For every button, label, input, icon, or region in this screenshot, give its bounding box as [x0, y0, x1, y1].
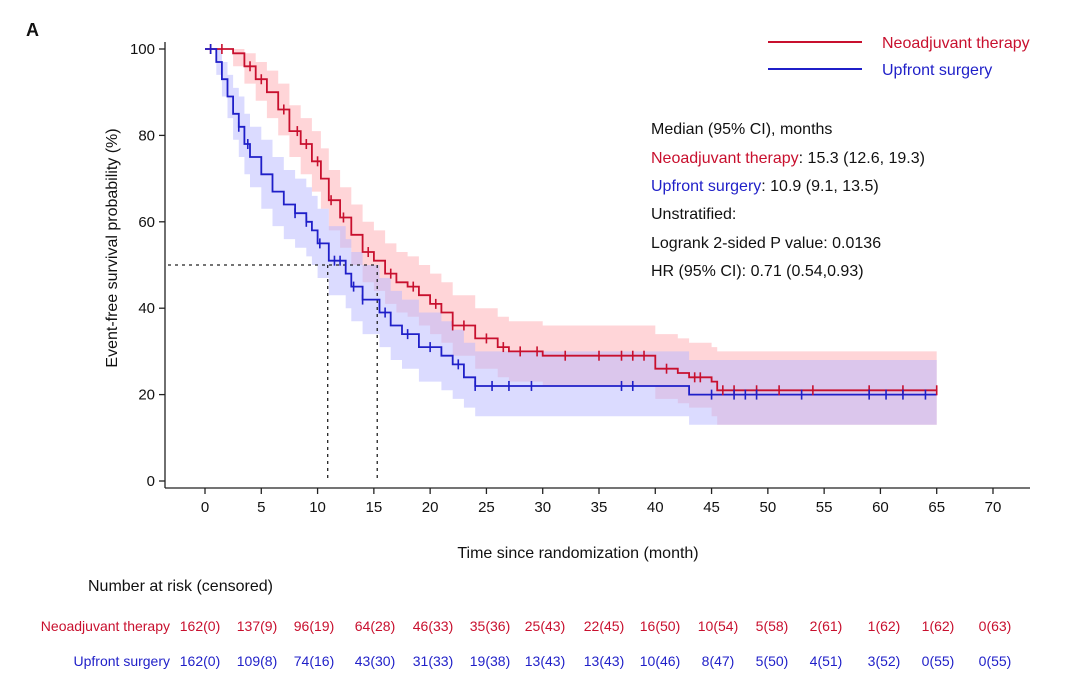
- x-tick-label: 30: [534, 499, 551, 516]
- annotation-header: Median (95% CI), months: [651, 121, 832, 138]
- risk-cell-neoadjuvant: 35(36): [470, 618, 510, 634]
- risk-cell-neoadjuvant: 1(62): [868, 618, 901, 634]
- legend-label-upfront: Upfront surgery: [882, 62, 992, 79]
- risk-cell-upfront: 109(8): [237, 653, 277, 669]
- x-tick-label: 65: [928, 499, 945, 516]
- x-tick-label: 10: [309, 499, 326, 516]
- risk-cell-upfront: 4(51): [810, 653, 843, 669]
- y-tick-label: 60: [138, 214, 155, 231]
- risk-row-label-neoadjuvant: Neoadjuvant therapy: [41, 618, 170, 634]
- risk-cell-upfront: 13(43): [584, 653, 624, 669]
- y-tick-label: 20: [138, 387, 155, 404]
- x-tick-label: 50: [760, 499, 777, 516]
- legend-label-neoadjuvant: Neoadjuvant therapy: [882, 35, 1030, 52]
- y-tick-label: 100: [130, 41, 155, 58]
- risk-cell-neoadjuvant: 16(50): [640, 618, 680, 634]
- risk-cell-upfront: 162(0): [180, 653, 220, 669]
- risk-cell-neoadjuvant: 5(58): [756, 618, 789, 634]
- annotation-neoadjuvant: Neoadjuvant therapy: 15.3 (12.6, 19.3): [651, 150, 925, 167]
- risk-cell-neoadjuvant: 1(62): [922, 618, 955, 634]
- median-guide-lines: [168, 264, 378, 481]
- y-tick-label: 40: [138, 300, 155, 317]
- annotation-up-name: Upfront surgery: [651, 178, 761, 195]
- risk-cell-neoadjuvant: 22(45): [584, 618, 624, 634]
- risk-table: Neoadjuvant therapy 162(0) 137(9) 96(19) 64(…: [41, 618, 1012, 669]
- censor-marks: [209, 44, 938, 400]
- risk-cell-neoadjuvant: 10(54): [698, 618, 738, 634]
- confidence-bands: [205, 49, 937, 425]
- x-tick-label: 15: [366, 499, 383, 516]
- median-annotation: Median (95% CI), months Neoadjuvant ther…: [651, 121, 925, 280]
- x-axis-label: Time since randomization (month): [457, 545, 698, 562]
- risk-cell-neoadjuvant: 162(0): [180, 618, 220, 634]
- risk-row-label-upfront: Upfront surgery: [74, 653, 170, 669]
- panel-label: A: [26, 20, 39, 40]
- x-tick-label: 5: [257, 499, 265, 516]
- confidence-band-upfront: [205, 49, 937, 425]
- risk-cell-upfront: 31(33): [413, 653, 453, 669]
- survival-curve-upfront: [205, 48, 937, 396]
- axes: 0 20 40 60 80 100 0 5 10 15 20 25 30 35 40 45 50 55 60 65 70: [130, 41, 1030, 516]
- x-tick-label: 60: [872, 499, 889, 516]
- annotation-neo-name: Neoadjuvant therapy: [651, 150, 799, 167]
- y-tick-label: 0: [147, 473, 155, 490]
- legend: Neoadjuvant therapy Upfront surgery: [768, 35, 1030, 79]
- risk-cell-upfront: 0(55): [922, 653, 955, 669]
- y-tick-label: 80: [138, 127, 155, 144]
- annotation-neo-value: : 15.3 (12.6, 19.3): [799, 150, 925, 167]
- risk-table-title: Number at risk (censored): [88, 578, 273, 595]
- risk-cell-upfront: 0(55): [979, 653, 1012, 669]
- annotation-hr: HR (95% CI): 0.71 (0.54,0.93): [651, 263, 864, 280]
- risk-cell-upfront: 8(47): [702, 653, 735, 669]
- x-tick-label: 20: [422, 499, 439, 516]
- annotation-unstratified: Unstratified:: [651, 206, 736, 223]
- risk-cell-upfront: 74(16): [294, 653, 334, 669]
- risk-cell-upfront: 43(30): [355, 653, 395, 669]
- risk-cell-upfront: 13(43): [525, 653, 565, 669]
- x-tick-label: 40: [647, 499, 664, 516]
- annotation-pvalue: Logrank 2-sided P value: 0.0136: [651, 235, 881, 252]
- risk-cell-upfront: 10(46): [640, 653, 680, 669]
- annotation-up-value: : 10.9 (9.1, 13.5): [761, 178, 878, 195]
- risk-cell-upfront: 19(38): [470, 653, 510, 669]
- x-tick-label: 35: [591, 499, 608, 516]
- x-tick-label: 70: [985, 499, 1002, 516]
- y-axis-label: Event-free survival probability (%): [104, 128, 121, 367]
- x-tick-label: 45: [703, 499, 720, 516]
- annotation-upfront: Upfront surgery: 10.9 (9.1, 13.5): [651, 178, 879, 195]
- risk-cell-neoadjuvant: 64(28): [355, 618, 395, 634]
- risk-cell-upfront: 3(52): [868, 653, 901, 669]
- x-tick-label: 25: [478, 499, 495, 516]
- risk-cell-neoadjuvant: 96(19): [294, 618, 334, 634]
- risk-cell-upfront: 5(50): [756, 653, 789, 669]
- risk-cell-neoadjuvant: 46(33): [413, 618, 453, 634]
- risk-cell-neoadjuvant: 25(43): [525, 618, 565, 634]
- x-tick-label: 55: [816, 499, 833, 516]
- risk-cell-neoadjuvant: 0(63): [979, 618, 1012, 634]
- risk-cell-neoadjuvant: 2(61): [810, 618, 843, 634]
- x-tick-label: 0: [201, 499, 209, 516]
- risk-cell-neoadjuvant: 137(9): [237, 618, 277, 634]
